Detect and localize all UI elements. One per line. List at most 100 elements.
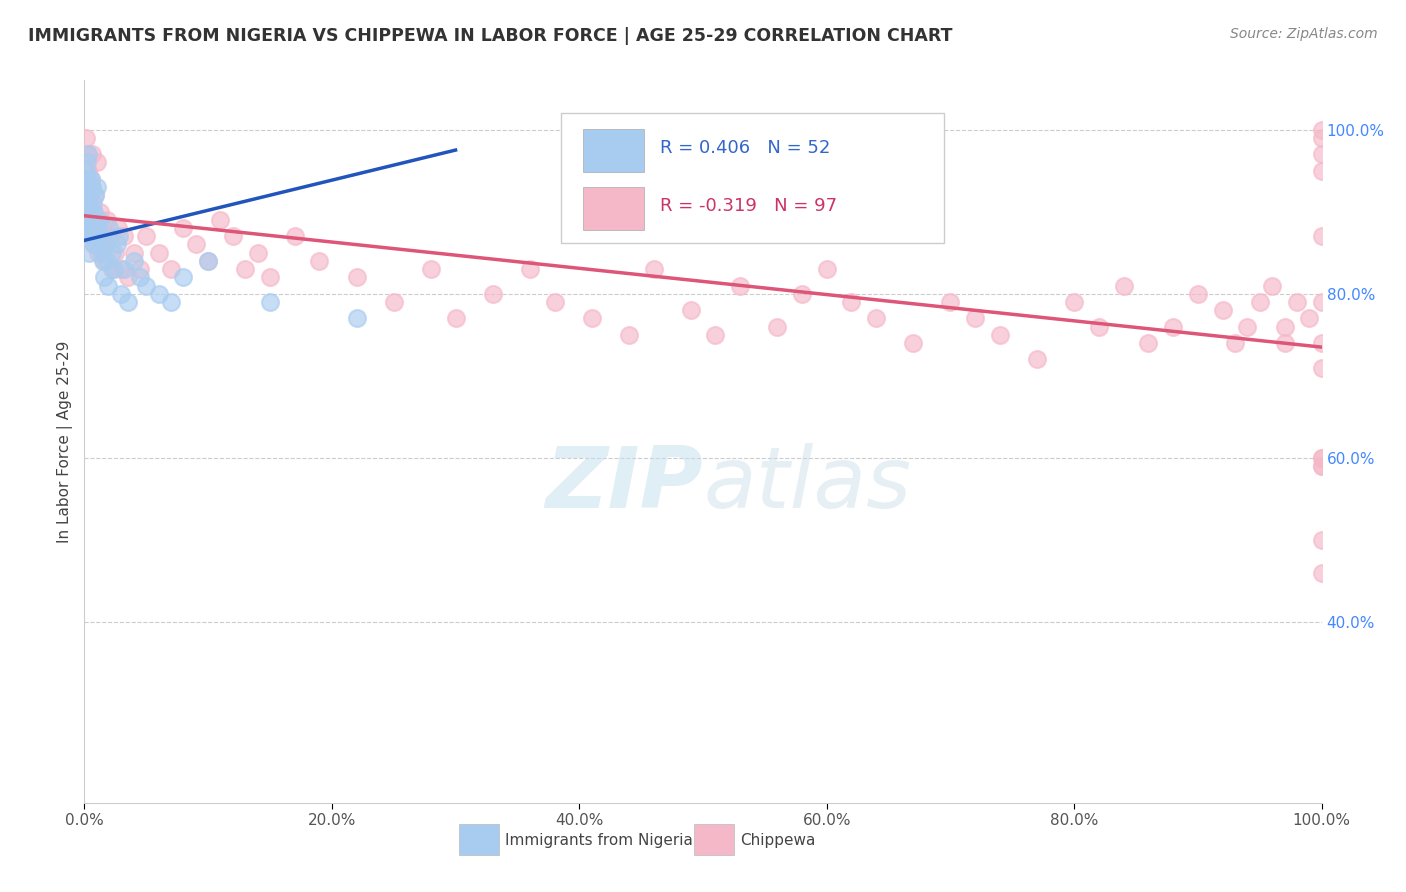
Point [160, 295, 183, 310]
Point [1310, 229, 1333, 244]
Point [76, 212, 98, 227]
Point [94, 237, 117, 252]
Point [89, 229, 111, 244]
Point [103, 262, 125, 277]
Text: Chippewa: Chippewa [740, 833, 815, 848]
Point [1310, 533, 1333, 547]
Point [83, 237, 105, 252]
Point [728, 278, 751, 293]
Point [1310, 295, 1333, 310]
Point [1310, 566, 1333, 580]
Point [122, 245, 145, 260]
Point [79, 171, 101, 186]
Point [965, 311, 987, 326]
Point [96, 212, 118, 227]
Point [1310, 450, 1333, 465]
Point [117, 270, 139, 285]
Point [766, 319, 789, 334]
Point [284, 229, 307, 244]
Point [172, 270, 194, 285]
Point [1310, 459, 1333, 474]
Point [82, 196, 104, 211]
Point [419, 262, 441, 277]
Text: R = -0.319   N = 97: R = -0.319 N = 97 [659, 197, 837, 215]
Point [89, 212, 111, 227]
Point [704, 327, 727, 342]
Point [1310, 163, 1333, 178]
Point [1088, 319, 1111, 334]
Point [89, 229, 111, 244]
Point [1310, 450, 1333, 465]
Point [148, 286, 170, 301]
Point [643, 262, 665, 277]
FancyBboxPatch shape [695, 824, 734, 855]
Point [1274, 336, 1296, 351]
Point [382, 295, 405, 310]
Point [1310, 360, 1333, 375]
Point [444, 311, 467, 326]
Point [259, 270, 281, 285]
Point [90, 245, 112, 260]
Point [93, 253, 115, 268]
FancyBboxPatch shape [561, 112, 945, 243]
Point [89, 204, 111, 219]
Point [77, 147, 100, 161]
FancyBboxPatch shape [460, 824, 499, 855]
Point [112, 229, 135, 244]
Point [93, 270, 115, 285]
Point [543, 295, 565, 310]
Point [519, 262, 541, 277]
Point [77, 204, 100, 219]
Point [259, 295, 281, 310]
Point [135, 229, 157, 244]
Point [233, 262, 256, 277]
Point [84, 221, 107, 235]
Point [75, 196, 97, 211]
Point [87, 245, 110, 260]
Point [75, 130, 97, 145]
Point [79, 221, 101, 235]
Point [97, 278, 120, 293]
Point [129, 262, 152, 277]
Text: R = 0.406   N = 52: R = 0.406 N = 52 [659, 139, 830, 157]
Point [346, 270, 368, 285]
Point [1249, 295, 1271, 310]
Point [100, 245, 122, 260]
Point [86, 155, 108, 169]
Point [82, 204, 104, 219]
Point [1310, 147, 1333, 161]
Point [939, 295, 962, 310]
Point [1063, 295, 1085, 310]
Point [80, 147, 103, 161]
Point [100, 262, 122, 277]
Point [105, 237, 128, 252]
Point [160, 262, 183, 277]
Point [1310, 459, 1333, 474]
Point [77, 171, 100, 186]
Point [79, 245, 101, 260]
Point [184, 237, 207, 252]
Point [865, 311, 887, 326]
Point [246, 245, 269, 260]
FancyBboxPatch shape [583, 129, 644, 172]
Point [80, 180, 103, 194]
Point [988, 327, 1011, 342]
Point [172, 221, 194, 235]
Point [110, 286, 132, 301]
Point [94, 237, 117, 252]
Point [108, 229, 131, 244]
Point [1223, 336, 1246, 351]
Point [1212, 303, 1234, 318]
Point [84, 188, 107, 202]
Point [112, 262, 135, 277]
Point [815, 262, 838, 277]
Point [76, 188, 98, 202]
Point [481, 286, 503, 301]
Text: IMMIGRANTS FROM NIGERIA VS CHIPPEWA IN LABOR FORCE | AGE 25-29 CORRELATION CHART: IMMIGRANTS FROM NIGERIA VS CHIPPEWA IN L… [28, 27, 953, 45]
Point [104, 245, 127, 260]
Point [91, 253, 114, 268]
Point [79, 188, 101, 202]
Point [1298, 311, 1320, 326]
Point [346, 311, 368, 326]
Point [75, 163, 97, 178]
